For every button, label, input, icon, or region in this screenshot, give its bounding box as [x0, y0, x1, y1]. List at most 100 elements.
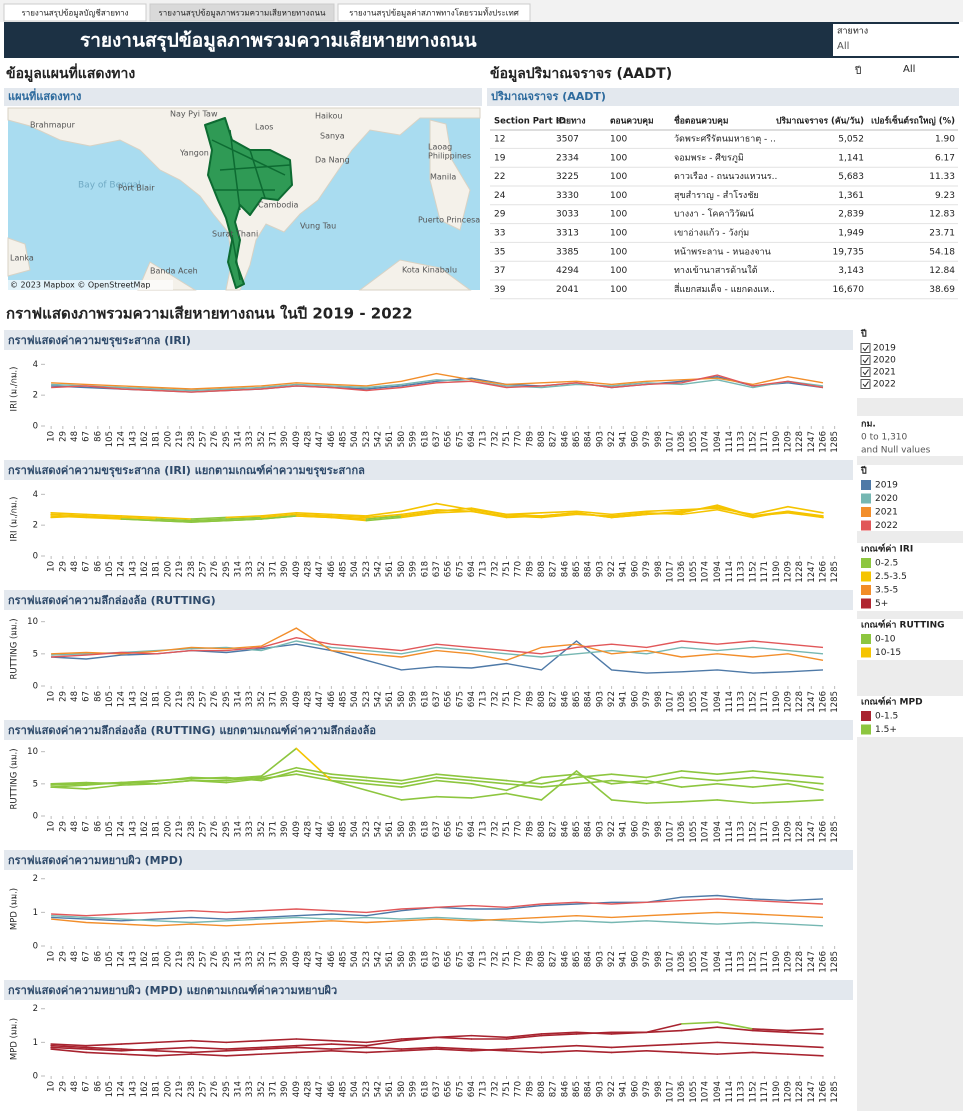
x-tick-label: 409 — [292, 821, 302, 837]
tab[interactable] — [3, 3, 147, 22]
y-tick-label: 2 — [33, 1004, 38, 1014]
x-tick-label: 1074 — [700, 951, 710, 973]
x-tick-label: 884 — [584, 561, 594, 577]
x-tick-label: 181 — [152, 951, 162, 967]
x-tick-label: 998 — [654, 1081, 664, 1097]
criteria-line-segment — [365, 789, 403, 801]
x-tick-label: 485 — [339, 951, 349, 967]
x-tick-label: 1247 — [807, 431, 817, 453]
table-cell: 100 — [610, 210, 627, 220]
criteria-line-segment — [540, 510, 578, 514]
chart-title-bar — [4, 980, 853, 1000]
x-tick-label: 257 — [198, 431, 208, 447]
legend-label: 0-1.5 — [875, 712, 898, 722]
criteria-line-segment — [540, 1044, 578, 1049]
year-option[interactable]: 2019 — [873, 344, 896, 354]
checkbox[interactable] — [860, 367, 871, 377]
x-tick-label: 1190 — [772, 821, 782, 843]
year-filter-value[interactable]: All — [903, 64, 915, 75]
criteria-line-segment — [505, 1049, 543, 1054]
x-tick-label: 865 — [572, 691, 582, 707]
x-tick-label: 181 — [152, 431, 162, 447]
x-tick-label: 599 — [409, 691, 419, 707]
x-tick-label: 200 — [163, 1081, 173, 1097]
chart-title-bar — [4, 590, 853, 610]
legend-title: เกณฑ์ค่า RUTTING — [861, 619, 945, 631]
y-tick-label: 4 — [33, 360, 38, 370]
x-tick-label: 1285 — [830, 951, 840, 973]
x-tick-label: 1114 — [725, 951, 735, 973]
criteria-line-segment — [575, 1044, 613, 1049]
criteria-line-segment — [716, 1026, 754, 1032]
x-tick-label: 1266 — [818, 691, 828, 713]
criteria-line-segment — [400, 773, 438, 782]
x-tick-label: 143 — [128, 1081, 138, 1097]
x-tick-label: 1190 — [772, 691, 782, 713]
x-tick-label: 1171 — [760, 951, 770, 973]
x-tick-label: 29 — [58, 431, 68, 442]
x-tick-label: 1152 — [748, 561, 758, 583]
map-label: Vung Tau — [300, 222, 336, 231]
x-tick-label: 219 — [175, 951, 185, 967]
tab[interactable] — [337, 3, 531, 22]
criteria-line-segment — [260, 513, 298, 519]
checkbox[interactable] — [860, 355, 871, 365]
criteria-line-segment — [540, 776, 578, 785]
criteria-line-segment — [155, 519, 193, 523]
criteria-line-segment — [680, 1051, 719, 1055]
route-filter-value[interactable]: All — [837, 41, 849, 52]
x-tick-label: 656 — [444, 1081, 454, 1097]
route-filter[interactable] — [833, 24, 961, 56]
x-tick-label: 1055 — [689, 691, 699, 713]
criteria-line-segment — [716, 508, 754, 519]
x-tick-label: 1228 — [795, 1081, 805, 1103]
x-tick-label: 599 — [409, 1081, 419, 1097]
table-cell: เขาอ่างแก้ว - วังกุ่ม — [674, 228, 749, 239]
x-tick-label: 808 — [537, 951, 547, 967]
x-tick-label: 694 — [467, 431, 477, 447]
tab-label[interactable]: รายงานสรุปข้อมูลภาพรวมความเสียหายทางถนน — [159, 9, 327, 19]
x-tick-label: 1074 — [700, 1081, 710, 1103]
x-tick-label: 428 — [304, 691, 314, 707]
x-tick-label: 162 — [140, 1081, 150, 1097]
year-option[interactable]: 2020 — [873, 356, 896, 366]
criteria-line-segment — [787, 779, 824, 785]
criteria-line-segment — [505, 1034, 543, 1040]
criteria-line-segment — [330, 513, 368, 517]
x-tick-label: 143 — [128, 691, 138, 707]
x-tick-label: 1266 — [818, 1081, 828, 1103]
tab-label[interactable]: รายงานสรุปข้อมูลบัญชีสายทาง — [21, 9, 128, 19]
road-network[interactable] — [204, 117, 293, 289]
tab-label[interactable]: รายงานสรุปข้อมูลค่าสภาพทางโดยรวมทั้งประเ… — [349, 7, 519, 19]
x-tick-label: 1055 — [689, 821, 699, 843]
x-tick-label: 200 — [163, 821, 173, 837]
km-filter-range[interactable]: 0 to 1,310 — [861, 433, 908, 443]
x-tick-label: 542 — [374, 1081, 384, 1097]
criteria-line-segment — [155, 776, 193, 783]
x-tick-label: 48 — [70, 1081, 80, 1092]
table-cell: 24 — [494, 191, 506, 201]
criteria-line-segment — [50, 1043, 87, 1047]
x-tick-label: 1152 — [748, 431, 758, 453]
criteria-line-segment — [435, 776, 473, 782]
checkbox[interactable] — [860, 343, 871, 353]
x-tick-label: 1228 — [795, 691, 805, 713]
year-option[interactable]: 2021 — [873, 368, 896, 378]
x-tick-label: 86 — [93, 431, 103, 442]
year-option[interactable]: 2022 — [873, 380, 896, 390]
map-label: Laoag — [428, 143, 452, 152]
x-tick-label: 67 — [82, 1081, 92, 1092]
checkbox[interactable] — [860, 379, 871, 389]
x-tick-label: 865 — [572, 431, 582, 447]
tab[interactable] — [149, 3, 335, 22]
y-tick-label: 0 — [33, 682, 38, 692]
x-tick-label: 618 — [420, 561, 430, 577]
x-tick-label: 675 — [455, 691, 465, 707]
series-line — [51, 372, 824, 390]
table-cell: 23.71 — [929, 229, 955, 239]
x-tick-label: 124 — [117, 431, 127, 447]
legend-label: 1.5+ — [875, 725, 897, 735]
x-tick-label: 561 — [385, 561, 395, 577]
criteria-line-segment — [540, 1049, 578, 1054]
criteria-line-segment — [260, 1051, 298, 1055]
